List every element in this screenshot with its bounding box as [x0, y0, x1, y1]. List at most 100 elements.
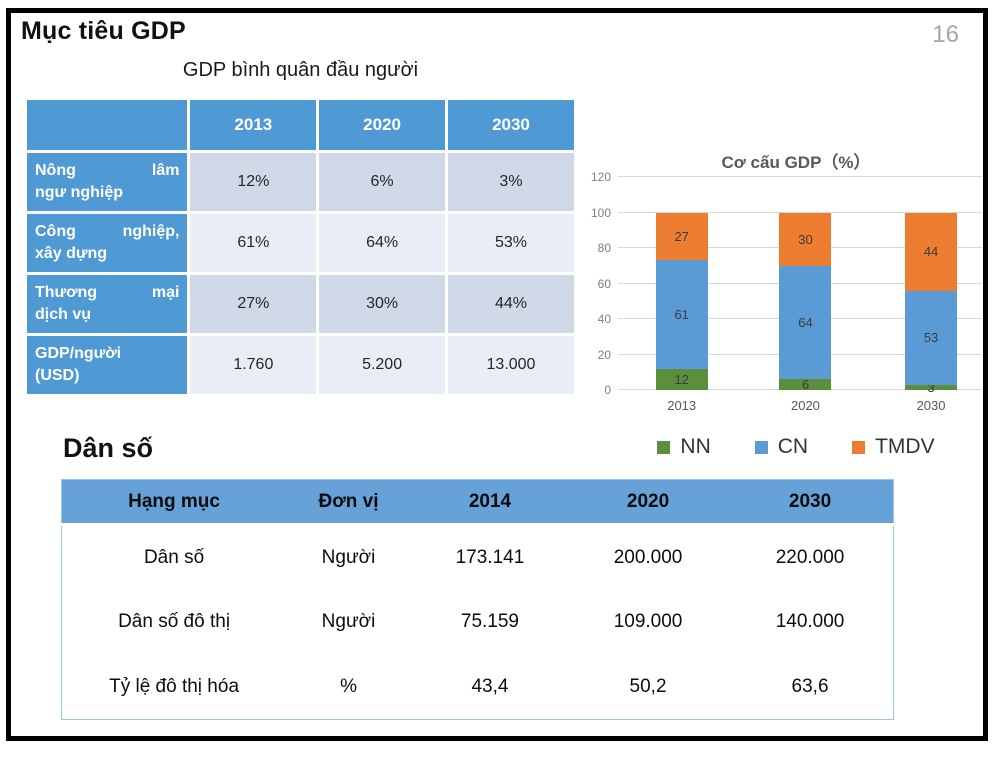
pop-cell: 50,2 [629, 675, 667, 697]
gdp-cell: 12% [190, 153, 317, 211]
gdp-cell: 3% [447, 153, 574, 211]
gridline [618, 176, 982, 177]
legend-item-CN: CN [754, 435, 809, 459]
bar-segment-label: 6 [801, 377, 810, 393]
bar-segment-label: 61 [674, 307, 689, 323]
gdp-row-services: Thương mại dịch vụ 27% 30% 44% [27, 275, 574, 333]
bar-segment-NN-2013: 12 [655, 368, 708, 390]
bar-segment-TMDV-2013: 27 [655, 212, 708, 261]
row-label-line: Công nghiệp, [35, 223, 180, 241]
gdp-header-2030: 2030 [447, 100, 574, 150]
population-heading: Dân số [63, 433, 154, 463]
gdp-cell: 44% [447, 275, 574, 333]
gdp-cell: 1.760 [190, 336, 317, 394]
row-label-line: xây dựng [35, 245, 108, 262]
gdp-cell: 27% [190, 275, 317, 333]
gdp-header-2013: 2013 [190, 100, 317, 150]
stacked-bar-2020: 6 64 30 [779, 177, 832, 393]
row-label-line: GDP/người [35, 345, 122, 363]
gdp-header-2020: 2020 [319, 100, 445, 150]
gdp-row-label: Thương mại dịch vụ [27, 275, 188, 333]
gdp-cell: 30% [319, 275, 445, 333]
pop-cell: 220.000 [775, 546, 845, 568]
slide-frame: Mục tiêu GDP 16 GDP bình quân đầu người … [6, 8, 988, 741]
gdp-row-agriculture: Nông lâm ngư nghiệp 12% 6% 3% [27, 153, 574, 211]
y-axis-tick: 20 [597, 347, 611, 362]
population-header-row: Hạng mục Đơn vị 2014 2020 2030 [61, 479, 894, 526]
y-axis-tick: 100 [590, 205, 611, 220]
pop-cell: 200.000 [613, 546, 683, 568]
nn-legend-swatch-icon [657, 440, 671, 454]
pop-cell: 173.141 [455, 546, 525, 568]
chart-plot-area: 0 20 40 60 80 100 120 12 61 27 2013 6 64 30 2020 3 53 44 2… [591, 171, 982, 413]
pop-cell: 75.159 [460, 611, 520, 632]
gdp-cell: 13.000 [447, 336, 574, 394]
cn-legend-swatch-icon [754, 440, 768, 454]
bar-segment-label: 64 [798, 315, 813, 331]
stacked-bar-2030: 3 53 44 [905, 177, 958, 394]
gdp-cell: 64% [319, 214, 445, 272]
gdp-table: 2013 2020 2030 Nông lâm ngư nghiệp 12% 6… [24, 97, 577, 397]
chart-title: Cơ cấu GDP（%） [721, 153, 871, 172]
row-label-line: Thương mại [35, 284, 180, 302]
gdp-cell: 5.200 [319, 336, 445, 394]
legend-label: TMDV [875, 435, 935, 458]
pop-header-2020: 2020 [569, 479, 728, 526]
bar-segment-label: 3 [927, 379, 935, 395]
bar-segment-NN-2030: 3 [905, 381, 958, 394]
bar-segment-TMDV-2020: 30 [779, 212, 832, 266]
bar-segment-label: 12 [674, 371, 689, 387]
pop-cell: Dân số đô thị [118, 611, 231, 632]
population-row: Dân số Người 173.141 200.000 220.000 [62, 525, 894, 590]
row-label-line: ngư nghiệp [35, 184, 124, 201]
legend-label: CN [777, 435, 809, 458]
pop-cell: 109.000 [613, 611, 683, 632]
pop-header-2014: 2014 [410, 479, 569, 526]
pop-cell: Người [321, 546, 376, 568]
y-axis-tick: 0 [604, 383, 611, 397]
gdp-header-blank [27, 100, 188, 150]
y-axis-tick: 40 [597, 312, 611, 327]
legend-item-NN: NN [657, 435, 711, 459]
bar-segment-CN-2013: 61 [655, 260, 708, 369]
population-row: Tỷ lệ đô thị hóa % 43,4 50,2 63,6 [62, 655, 894, 720]
x-axis-label: 2013 [667, 398, 697, 413]
row-label-line: dịch vụ [35, 306, 92, 323]
gridline [618, 211, 982, 213]
bar-segment-label: 30 [798, 231, 813, 247]
population-row: Dân số đô thị Người 75.159 109.000 140.0… [62, 590, 894, 655]
pop-header-category: Hạng mục [61, 479, 287, 526]
pop-cell: 140.000 [775, 611, 845, 632]
pop-header-2030: 2030 [727, 479, 894, 526]
legend-item-TMDV: TMDV [852, 435, 935, 459]
gdp-structure-chart: Cơ cấu GDP（%） 0 20 40 60 80 100 120 12 61 27 2013 6… [591, 138, 989, 486]
population-table: Hạng mục Đơn vị 2014 2020 2030 Dân số Ng… [61, 479, 894, 720]
x-axis-label: 2020 [790, 398, 820, 413]
row-label-line: (USD) [35, 367, 80, 384]
chart-legend: NN CN TMDV [603, 435, 989, 459]
gdp-row-label: Công nghiệp, xây dựng [27, 214, 188, 272]
pop-cell: Dân số [143, 546, 205, 568]
pop-cell: % [340, 675, 357, 697]
pop-cell: Người [321, 611, 376, 632]
x-axis-label: 2030 [916, 398, 946, 413]
bar-segment-CN-2030: 53 [905, 290, 958, 385]
gdp-row-label: GDP/người (USD) [27, 336, 188, 394]
y-axis-tick: 120 [590, 170, 611, 184]
page-number: 16 [932, 21, 959, 48]
gdp-cell: 61% [190, 214, 317, 272]
gdp-cell: 53% [447, 214, 574, 272]
gdp-cell: 6% [319, 153, 445, 211]
gdp-row-per-capita: GDP/người (USD) 1.760 5.200 13.000 [27, 336, 574, 394]
bar-segment-NN-2020: 6 [779, 377, 832, 393]
pop-cell: 63,6 [791, 675, 829, 697]
bar-segment-label: 44 [923, 244, 939, 260]
legend-label: NN [680, 435, 711, 458]
slide-content: Mục tiêu GDP 16 GDP bình quân đầu người … [11, 13, 983, 736]
bar-segment-TMDV-2030: 44 [905, 212, 958, 291]
pop-header-unit: Đơn vị [286, 479, 411, 526]
row-label-line: Nông lâm [35, 162, 180, 180]
tmdv-legend-swatch-icon [852, 440, 866, 454]
slide-title: Mục tiêu GDP [21, 17, 186, 45]
bar-segment-label: 27 [674, 228, 689, 244]
